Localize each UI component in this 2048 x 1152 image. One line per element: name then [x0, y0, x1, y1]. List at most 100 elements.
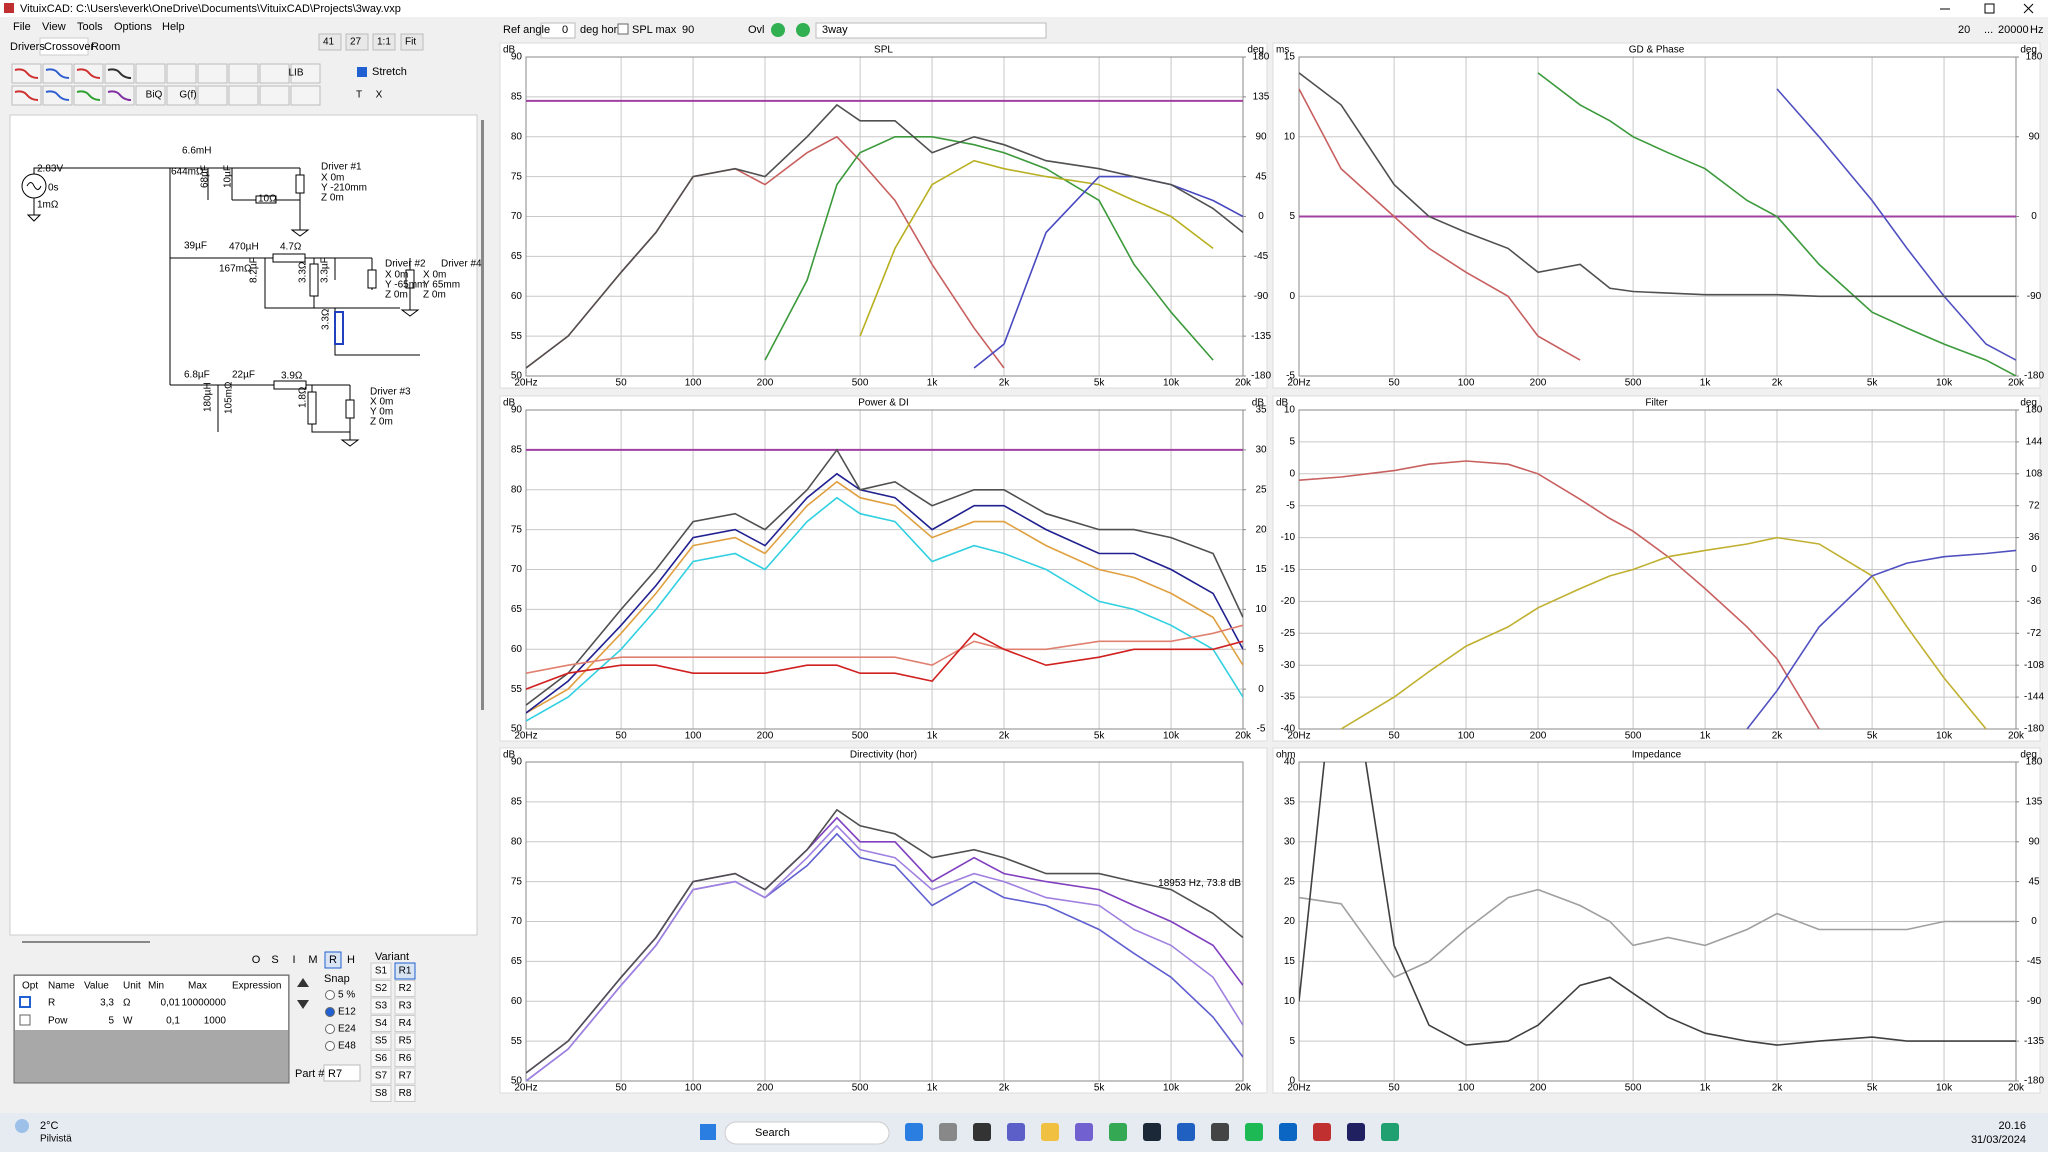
snap-radio[interactable] — [325, 1007, 335, 1017]
splitter[interactable] — [481, 120, 484, 710]
tool-button-label[interactable]: T — [356, 90, 362, 101]
zoom-button[interactable] — [345, 33, 369, 51]
taskbar-icon[interactable] — [1245, 1123, 1263, 1141]
opt-checkbox[interactable] — [19, 1014, 31, 1026]
tool-button[interactable] — [166, 63, 197, 84]
variant-button[interactable] — [394, 980, 416, 997]
variant-button[interactable] — [370, 1085, 392, 1102]
opt-checkbox[interactable] — [19, 996, 31, 1008]
tool-button[interactable] — [290, 63, 321, 84]
zoom-button[interactable] — [400, 33, 424, 51]
menu-item[interactable]: File — [13, 21, 31, 33]
close[interactable] — [2023, 3, 2034, 14]
taskbar-icon[interactable] — [1075, 1123, 1093, 1141]
mode-button[interactable]: I — [292, 954, 295, 966]
variant-button[interactable] — [394, 1032, 416, 1050]
tab[interactable]: Crossover — [44, 41, 94, 53]
tool-button-label[interactable]: G(f) — [179, 90, 196, 101]
tool-button[interactable] — [166, 85, 197, 106]
snap-radio[interactable] — [325, 1024, 335, 1034]
table-cell[interactable]: 1000 — [204, 1016, 227, 1027]
part-value[interactable]: R7 — [328, 1068, 342, 1080]
menu-item[interactable]: Help — [162, 21, 185, 33]
snap-radio[interactable] — [325, 990, 335, 1000]
stretch-checkbox[interactable] — [357, 67, 367, 77]
zoom-button[interactable] — [318, 33, 342, 51]
search-box[interactable] — [724, 1121, 890, 1145]
table-cell[interactable]: W — [123, 1016, 133, 1027]
variant-button[interactable] — [394, 1067, 416, 1085]
table-cell[interactable]: R — [48, 998, 55, 1009]
maximize[interactable] — [1984, 3, 1995, 14]
tab[interactable]: Room — [91, 41, 120, 53]
move-buttons[interactable] — [297, 978, 309, 1009]
resistor-selected[interactable] — [334, 311, 344, 345]
variant-button[interactable] — [370, 1050, 392, 1067]
mode-button[interactable]: H — [347, 954, 355, 966]
taskbar-icon[interactable] — [1347, 1123, 1365, 1141]
variant-button[interactable] — [370, 1032, 392, 1050]
tool-button-label[interactable]: X — [376, 90, 383, 101]
zoom-button[interactable] — [372, 33, 396, 51]
tool-button-label[interactable]: LIB — [288, 68, 303, 79]
table-cell[interactable]: Ω — [123, 998, 131, 1009]
variant-button[interactable] — [370, 997, 392, 1015]
angle-box[interactable] — [540, 22, 576, 39]
taskbar-icon[interactable] — [1109, 1123, 1127, 1141]
tool-button[interactable] — [259, 85, 290, 106]
table-cell[interactable]: 3,3 — [100, 998, 114, 1009]
taskbar-icon[interactable] — [1177, 1123, 1195, 1141]
variant-button[interactable] — [394, 962, 416, 980]
table-cell[interactable]: 10000000 — [182, 998, 227, 1009]
start-button[interactable] — [700, 1124, 716, 1140]
f-min[interactable]: 20 — [1958, 24, 1970, 36]
taskbar-icon[interactable] — [1381, 1123, 1399, 1141]
tool-button-label[interactable]: BiQ — [146, 90, 163, 101]
taskbar-icon[interactable] — [1143, 1123, 1161, 1141]
remove-button[interactable] — [796, 23, 810, 37]
mode-button[interactable]: M — [308, 954, 317, 966]
schematic-canvas[interactable] — [9, 114, 478, 936]
variant-name[interactable]: 3way — [822, 24, 848, 36]
variant-button[interactable] — [370, 962, 392, 980]
spl-checkbox[interactable] — [617, 23, 629, 35]
part-box[interactable] — [323, 1064, 361, 1082]
taskbar-icon[interactable] — [905, 1123, 923, 1141]
tool-button[interactable] — [197, 63, 228, 84]
tab[interactable]: Drivers — [10, 41, 45, 53]
variant-button[interactable] — [394, 1085, 416, 1102]
taskbar-icon[interactable] — [1313, 1123, 1331, 1141]
add-button[interactable] — [771, 23, 785, 37]
menu-item[interactable]: Options — [114, 21, 152, 33]
taskbar-icon[interactable] — [1211, 1123, 1229, 1141]
taskbar-icon[interactable] — [1007, 1123, 1025, 1141]
snap-radio[interactable] — [325, 1041, 335, 1051]
tool-button[interactable] — [228, 85, 259, 106]
tool-button[interactable] — [197, 85, 228, 106]
tool-button[interactable] — [135, 63, 166, 84]
mode-button[interactable]: S — [271, 954, 278, 966]
variant-button[interactable] — [370, 1067, 392, 1085]
variant-button[interactable] — [370, 980, 392, 997]
menu-item[interactable]: Tools — [77, 21, 103, 33]
tool-button[interactable] — [228, 63, 259, 84]
taskbar-icon[interactable] — [1279, 1123, 1297, 1141]
table-cell[interactable]: Pow — [48, 1016, 68, 1027]
mode-button[interactable]: R — [329, 954, 337, 966]
menu-item[interactable]: View — [42, 21, 66, 33]
variant-button[interactable] — [394, 1050, 416, 1067]
taskbar-icon[interactable] — [1041, 1123, 1059, 1141]
variant-box[interactable] — [815, 22, 1047, 39]
tool-button[interactable] — [290, 85, 321, 106]
taskbar-icon[interactable] — [973, 1123, 991, 1141]
variant-button[interactable] — [370, 1015, 392, 1032]
f-max[interactable]: 20000 — [1998, 24, 2029, 36]
variant-button[interactable] — [394, 1015, 416, 1032]
mode-button[interactable]: O — [252, 954, 261, 966]
taskbar-icon[interactable] — [939, 1123, 957, 1141]
table-cell[interactable]: 0,01 — [161, 998, 181, 1009]
table-cell[interactable]: 5 — [108, 1016, 114, 1027]
tool-button[interactable] — [259, 63, 290, 84]
table-cell[interactable]: 0,1 — [166, 1016, 180, 1027]
tool-button[interactable] — [135, 85, 166, 106]
